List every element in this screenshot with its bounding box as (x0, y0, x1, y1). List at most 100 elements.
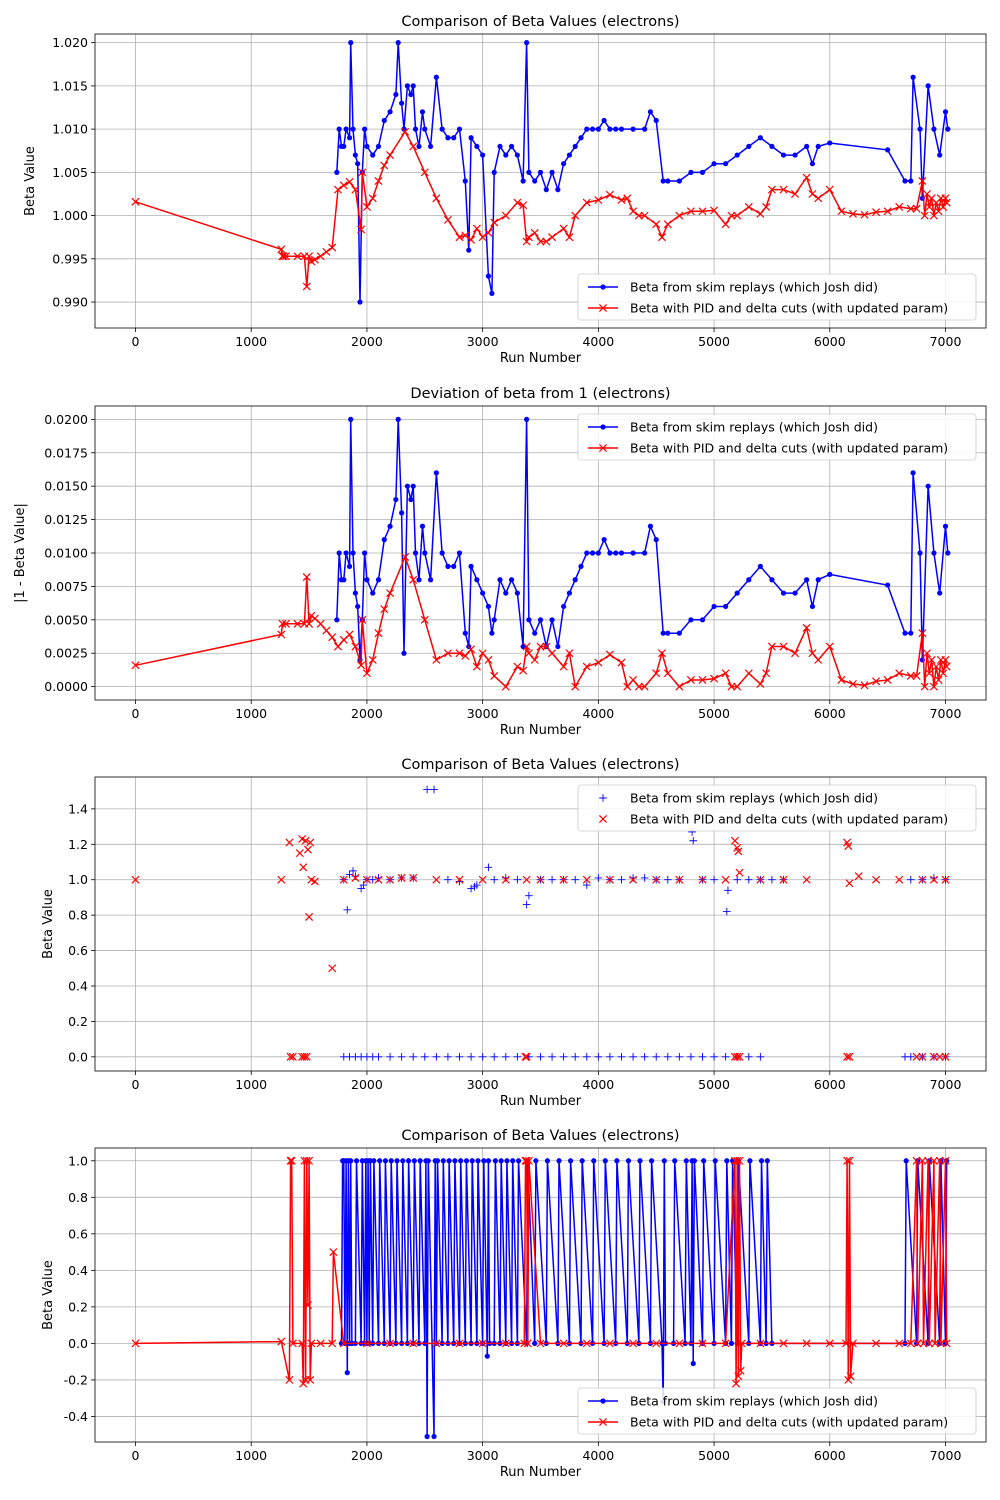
x-tick-label: 1000 (235, 334, 267, 349)
data-point (286, 1052, 295, 1061)
data-point (400, 1158, 406, 1164)
data-point (582, 198, 591, 207)
x-tick-label: 3000 (467, 706, 499, 721)
data-point (827, 140, 833, 146)
data-point (872, 208, 881, 217)
data-point (306, 1375, 315, 1384)
chart-title: Comparison of Beta Values (electrons) (401, 757, 679, 773)
chart-title: Comparison of Beta Values (electrons) (401, 14, 679, 30)
data-point (883, 207, 892, 216)
data-point (515, 1158, 522, 1164)
data-point (537, 617, 544, 623)
data-point (362, 1339, 371, 1348)
data-point (721, 875, 730, 884)
data-point (918, 1156, 927, 1165)
data-point (445, 135, 451, 141)
data-point (675, 1339, 684, 1348)
data-point (661, 1158, 667, 1164)
x-tick-label: 1000 (235, 1448, 267, 1463)
data-point (455, 1339, 464, 1348)
data-point (397, 1053, 406, 1061)
legend-marker (598, 814, 608, 824)
data-point (524, 649, 533, 658)
data-point (906, 875, 915, 884)
data-point (925, 669, 934, 678)
data-point (322, 626, 331, 635)
data-point (848, 679, 857, 688)
data-point (481, 1158, 487, 1164)
data-point (724, 1158, 730, 1164)
data-point (399, 100, 405, 106)
data-point (652, 1339, 661, 1348)
data-point (675, 875, 684, 884)
data-point (395, 40, 401, 46)
data-point (305, 912, 314, 921)
data-point (895, 669, 904, 678)
data-point (623, 194, 632, 203)
data-point (675, 682, 684, 691)
data-point (444, 1053, 452, 1061)
data-point (814, 655, 823, 664)
legend-label: Beta from skim replays (which Josh did) (630, 280, 878, 295)
y-tick-label: -0.4 (64, 1409, 88, 1424)
data-point (472, 662, 481, 671)
data-point (382, 1158, 389, 1164)
x-tick-label: 4000 (582, 706, 614, 721)
data-point (605, 1339, 614, 1348)
data-point (336, 550, 342, 556)
data-point (756, 875, 765, 884)
x-tick-label: 3000 (467, 334, 499, 349)
data-point (617, 1053, 626, 1061)
data-point (419, 523, 426, 529)
legend: Beta from skim replays (which Josh did) B… (577, 784, 977, 832)
legend-box (577, 1387, 977, 1435)
data-point (492, 1158, 498, 1164)
x-tick-label: 5000 (698, 334, 730, 349)
data-point (408, 496, 414, 503)
data-point (532, 1340, 538, 1346)
data-point (825, 185, 834, 194)
y-tick-label: 1.0 (68, 1153, 88, 1168)
data-point (530, 655, 539, 664)
data-point (522, 1156, 531, 1165)
data-point (582, 881, 591, 889)
data-point (630, 126, 636, 132)
data-point (131, 661, 140, 670)
data-point (401, 650, 407, 656)
legend-label: Beta from skim replays (which Josh did) (630, 791, 878, 806)
data-point (808, 189, 817, 198)
data-point (490, 671, 499, 680)
data-point (629, 875, 638, 884)
data-point (316, 1339, 325, 1348)
data-point (362, 550, 368, 556)
data-point (468, 135, 474, 141)
data-point (293, 252, 302, 261)
data-point (328, 243, 337, 252)
data-point (756, 679, 765, 688)
x-tick-label: 1000 (235, 706, 267, 721)
data-point (721, 1339, 730, 1348)
data-point (908, 178, 914, 184)
data-point (657, 233, 667, 242)
data-point (734, 847, 743, 856)
data-point (607, 126, 613, 132)
x-tick-label: 0 (132, 706, 140, 721)
data-point (348, 1158, 354, 1164)
data-point (698, 1339, 707, 1348)
data-point (395, 416, 401, 422)
data-point (571, 875, 580, 884)
data-point (571, 1053, 580, 1061)
data-point (478, 1053, 487, 1061)
data-point (341, 577, 347, 583)
data-point (582, 1339, 591, 1348)
data-point (286, 1156, 295, 1165)
data-point (401, 126, 407, 132)
x-tick-label: 3000 (467, 1077, 499, 1092)
data-point (665, 178, 671, 184)
legend-box (577, 413, 977, 461)
data-point (480, 152, 486, 158)
data-point (906, 1339, 915, 1348)
data-point (699, 617, 706, 623)
data-point (640, 874, 649, 882)
data-point (767, 642, 776, 651)
